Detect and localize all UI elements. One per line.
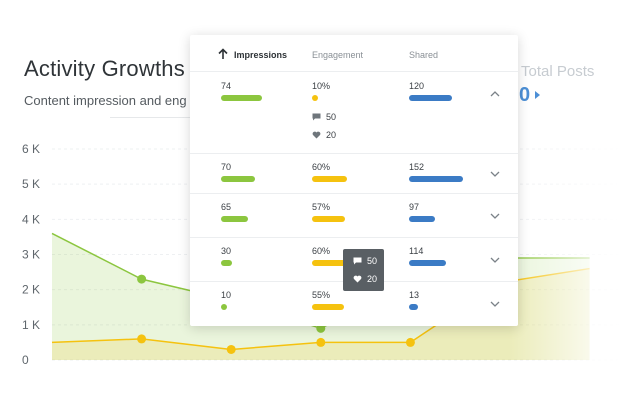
engagement-bar [312,176,347,182]
heart-icon [312,131,321,139]
impressions-bar [221,216,248,222]
impressions-value: 65 [221,202,232,212]
table-row[interactable]: 74 10% 120 50 20 [190,72,518,154]
impressions-value: 10 [221,290,232,300]
engagement-bar [312,304,344,310]
shared-value: 120 [409,81,425,91]
engagement-value: 60% [312,162,331,172]
engagement-bar [312,216,345,222]
engagement-value: 10% [312,81,331,91]
divider [110,117,190,118]
row-comments: 50 [312,112,336,122]
chevron-up-icon[interactable] [490,89,500,99]
row-likes: 20 [312,130,336,140]
engagement-bar [312,260,347,266]
impressions-bar [221,176,255,182]
impressions-value: 30 [221,246,232,256]
chevron-down-icon[interactable] [490,211,500,221]
engagement-tooltip: 50 20 [343,249,384,291]
shared-value: 114 [409,246,424,256]
tooltip-comments: 50 [367,256,378,266]
heart-icon [353,275,362,283]
likes-count: 20 [326,130,337,140]
chevron-down-icon[interactable] [490,299,500,309]
engagement-value: 55% [312,290,331,300]
comment-icon [353,257,362,265]
engagement-value: 57% [312,202,331,212]
shared-bar [409,260,446,266]
tooltip-likes: 20 [367,274,378,284]
shared-value: 97 [409,202,420,212]
chevron-down-icon[interactable] [490,169,500,179]
page-title: Activity Growths [24,56,185,81]
shared-value: 13 [409,290,420,300]
engagement-bar [312,95,318,101]
shared-bar [409,176,463,182]
impressions-value: 74 [221,81,232,91]
page-subtitle: Content impression and eng [24,93,187,108]
table-header: Impressions Engagement Shared [190,35,518,72]
column-engagement[interactable]: Engagement [312,50,364,60]
comments-count: 50 [326,112,337,122]
column-impressions[interactable]: Impressions [234,50,288,60]
shared-bar [409,216,435,222]
table-row[interactable]: 65 57% 97 [190,193,518,238]
shared-bar [409,95,452,101]
shared-bar [409,304,418,310]
table-row[interactable]: 70 60% 152 [190,153,518,194]
column-shared[interactable]: Shared [409,50,439,60]
impressions-value: 70 [221,162,232,172]
impressions-bar [221,95,262,101]
total-posts-value: 0 [519,84,531,106]
shared-value: 152 [409,162,425,172]
caret-right-icon[interactable] [535,91,540,99]
impressions-bar [221,260,232,266]
impressions-bar [221,304,227,310]
total-posts-label: Total Posts [521,63,595,80]
sort-up-icon[interactable] [217,48,229,60]
chevron-down-icon[interactable] [490,255,500,265]
engagement-value: 60% [312,246,331,256]
table-row[interactable]: 10 55% 13 [190,281,518,325]
comment-icon [312,113,321,121]
